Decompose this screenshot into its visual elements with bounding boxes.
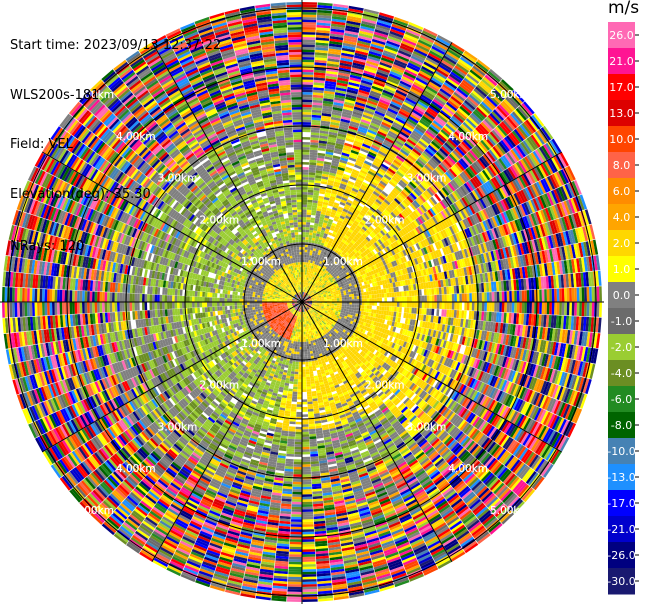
colorbar-segment [608,230,635,257]
colorbar-tick-label: 6.0 [613,185,631,198]
colorbar-segment [608,22,635,49]
info-panel: Start time: 2023/09/13 12:37:22 WLS200s-… [10,5,221,272]
colorbar-tick-label: -6.0 [611,393,632,406]
azimuth-line [41,301,303,453]
colorbar-tick-label: -21.0 [607,523,635,536]
range-label: 2.00km [365,214,405,226]
colorbar-segment [608,386,635,413]
range-label: 3.00km [407,422,447,434]
colorbar-segment [608,334,635,361]
instrument-label: WLS200s-181 [10,87,100,103]
colorbar-tick-label: 8.0 [613,159,631,172]
colorbar-segment [608,464,635,491]
colorbar: 26.0 21.0 17.0 13.0 10.0 8.0 6.0 4.0 2.0 1.0 0.0 -1… [607,22,639,595]
colorbar-segment [608,360,635,387]
azimuth-line [301,301,563,453]
colorbar-segment [608,48,635,75]
colorbar-tick-label: -10.0 [607,445,635,458]
colorbar-tick-label: -17.0 [607,497,635,510]
colorbar-segment [608,438,635,465]
range-label: 5.00km [490,505,530,517]
range-label: 5.00km [74,505,114,517]
colorbar-tick-label: 17.0 [609,81,634,94]
range-label: 4.00km [116,131,156,143]
colorbar-segment [608,308,635,335]
colorbar-tick-label: 4.0 [613,211,631,224]
nrays-label: NRays: 120 [10,239,85,254]
field-label: Field: VEL [10,137,73,152]
azimuth-line [301,151,563,303]
colorbar-tick-label: 10.0 [609,133,634,146]
radar-gates [2,2,602,602]
colorbar-unit: m/s [608,0,640,18]
colorbar-segment [608,74,635,101]
range-label: 4.00km [448,131,488,143]
range-label: 1.00km [241,256,281,268]
range-label: 3.00km [158,173,198,185]
colorbar-segment [608,126,635,153]
colorbar-segment [608,152,635,179]
colorbar-segment [608,490,635,517]
colorbar-segment [608,256,635,283]
azimuth-line [301,41,453,303]
colorbar-segment [608,100,635,127]
colorbar-tick-label: -1.0 [611,315,632,328]
azimuth-line [301,301,453,563]
range-label: 1.00km [241,338,281,350]
colorbar-tick-label: 26.0 [609,29,634,42]
colorbar-tick-label: 0.0 [613,289,631,302]
range-label: 5.00km [490,89,530,101]
range-label: 3.00km [407,173,447,185]
range-label: 4.00km [448,463,488,475]
azimuth-line [151,41,303,303]
colorbar-tick-label: -2.0 [611,341,632,354]
azimuth-line [41,151,303,303]
start-time-label: Start time: 2023/09/13 12:37:22 [10,38,222,53]
colorbar-tick-label: 1.0 [613,263,631,276]
range-label: 2.00km [199,380,239,392]
radar-plot: 1.00km 1.00km 1.00km 1.00km 2.00km 2.00km 2.00… [0,0,604,604]
range-label: 3.00km [158,422,198,434]
colorbar-segment [608,412,635,439]
colorbar-segment [608,282,635,309]
colorbar-tick-label: 13.0 [609,107,634,120]
colorbar-tick-label: 2.0 [613,237,631,250]
colorbar-segment [608,516,635,543]
colorbar-tick-label: -30.0 [607,575,635,588]
colorbar-segment [608,568,635,595]
range-label: 1.00km [323,338,363,350]
colorbar-tick-label: 21.0 [609,55,634,68]
range-label: 1.00km [323,256,363,268]
colorbar-tick-label: -26.0 [607,549,635,562]
colorbar-segment [608,542,635,569]
colorbar-tick-label: -4.0 [611,367,632,380]
colorbar-segment [608,204,635,231]
range-label: 2.00km [199,214,239,226]
colorbar-tick-label: -8.0 [611,419,632,432]
elevation-label: Elevation(deg): 35.30 [10,186,151,202]
range-label: 5.00km [74,89,114,101]
colorbar-segment [608,178,635,205]
range-label: 2.00km [365,380,405,392]
range-label: 4.00km [116,463,156,475]
azimuth-line [151,301,303,563]
colorbar-tick-label: -13.0 [607,471,635,484]
